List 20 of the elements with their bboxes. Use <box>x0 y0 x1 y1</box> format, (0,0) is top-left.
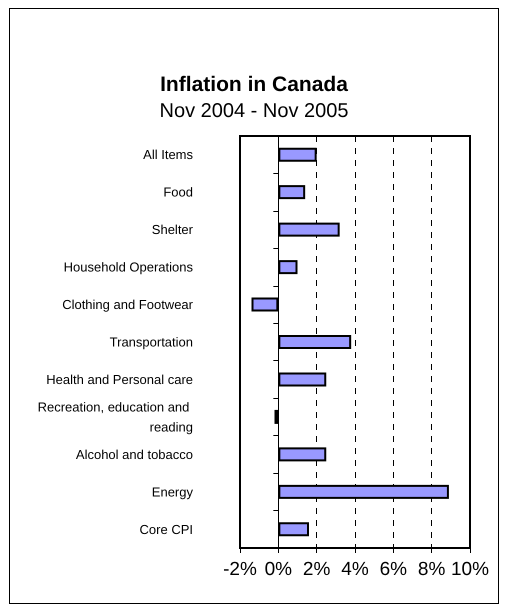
y-tick-label: Recreation, education and reading <box>38 399 193 434</box>
chart-subtitle: Nov 2004 - Nov 2005 <box>159 100 349 122</box>
y-tick-label: Energy <box>152 484 194 500</box>
x-tick-label: 6% <box>380 559 408 580</box>
y-tick-label: Core CPI <box>140 522 193 537</box>
y-tick-label: Alcohol and tobacco <box>76 446 193 462</box>
y-tick-label: Health and Personal care <box>46 372 193 387</box>
y-tick-label: Shelter <box>152 222 194 238</box>
x-tick-label: 8% <box>418 559 446 580</box>
y-tick-label: Food <box>163 184 193 200</box>
x-tick-label: -2% <box>223 559 257 580</box>
y-tick-label: Household Operations <box>64 260 194 275</box>
x-tick-label: 2% <box>302 559 330 580</box>
y-tick-label: All Items <box>143 147 194 162</box>
x-tick-label: 4% <box>341 559 369 580</box>
chart-title: Inflation in Canada <box>160 73 348 96</box>
x-tick-label: 0% <box>264 559 292 580</box>
y-tick-label: Clothing and Footwear <box>62 297 194 312</box>
x-tick-label: 10% <box>450 559 490 580</box>
y-tick-label: Transportation <box>110 334 193 350</box>
